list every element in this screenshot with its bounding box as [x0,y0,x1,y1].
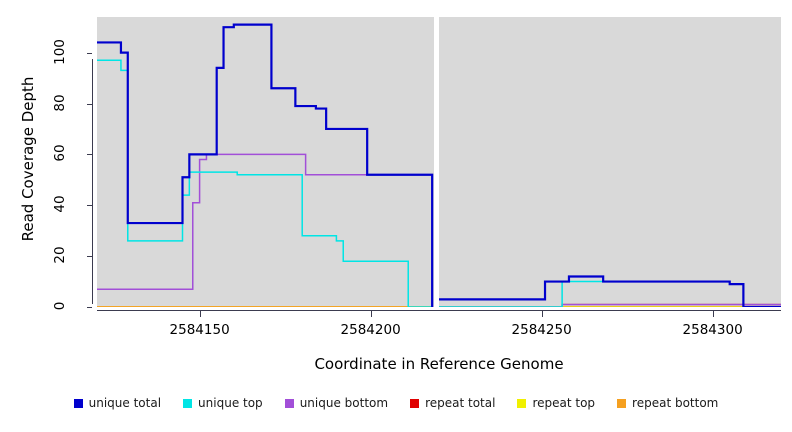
x-axis-line [97,310,781,311]
legend-swatch-icon [410,398,420,408]
y-tick-mark [87,205,92,207]
legend-label: repeat top [532,396,596,410]
y-tick-mark [87,256,92,258]
legend-swatch-icon [183,398,193,408]
legend-swatch-icon [284,398,294,408]
y-axis-line [92,59,93,304]
x-tick-label: 2584250 [511,322,572,338]
legend-swatch-icon [617,398,627,408]
y-tick-label: 100 [52,38,68,65]
legend-item-unique-top[interactable]: unique top [183,396,263,410]
y-tick-mark [87,307,92,308]
x-tick-mark [541,311,543,317]
x-tick-label: 2584150 [169,322,230,338]
legend-item-repeat-total[interactable]: repeat total [410,396,495,410]
series-unique-bottom-left [97,153,433,307]
legend-label: repeat bottom [632,396,719,410]
legend-label: unique top [198,396,263,410]
coverage-plot [97,23,781,307]
plot-panel-background [97,17,781,307]
series-unique-total-left [97,23,434,307]
legend-swatch-icon [73,398,83,408]
y-tick-mark [87,103,92,105]
y-tick-label: 40 [52,195,68,213]
x-tick-mark [199,311,201,317]
y-tick-mark [87,154,92,156]
y-tick-label: 80 [52,93,68,112]
y-tick-label: 60 [52,144,68,162]
y-tick-label: 0 [52,301,68,311]
legend-item-unique-total[interactable]: unique total [73,396,162,410]
legend-label: unique total [88,396,162,410]
y-tick-mark [87,52,92,54]
x-tick-label: 2584200 [340,322,401,338]
legend-item-repeat-bottom[interactable]: repeat bottom [617,396,718,410]
legend-item-repeat-top[interactable]: repeat top [517,396,595,410]
series-unique-total-right [439,275,781,307]
x-axis-title: Coordinate in Reference Genome [314,355,564,373]
chart-legend: unique total unique top unique bottom repea… [0,396,792,410]
legend-label: repeat total [425,396,496,410]
x-tick-mark [370,311,372,317]
series-unique-top-right [439,280,781,307]
series-unique-top-left [97,59,433,307]
panel-gap-divider [434,17,439,307]
y-axis-title: Read Coverage Depth [19,76,37,242]
legend-item-unique-bottom[interactable]: unique bottom [284,396,389,410]
x-tick-mark [712,311,714,317]
y-tick-label: 20 [52,246,68,264]
x-tick-label: 2584300 [682,322,743,338]
legend-swatch-icon [517,398,527,408]
legend-label: unique bottom [299,396,389,410]
